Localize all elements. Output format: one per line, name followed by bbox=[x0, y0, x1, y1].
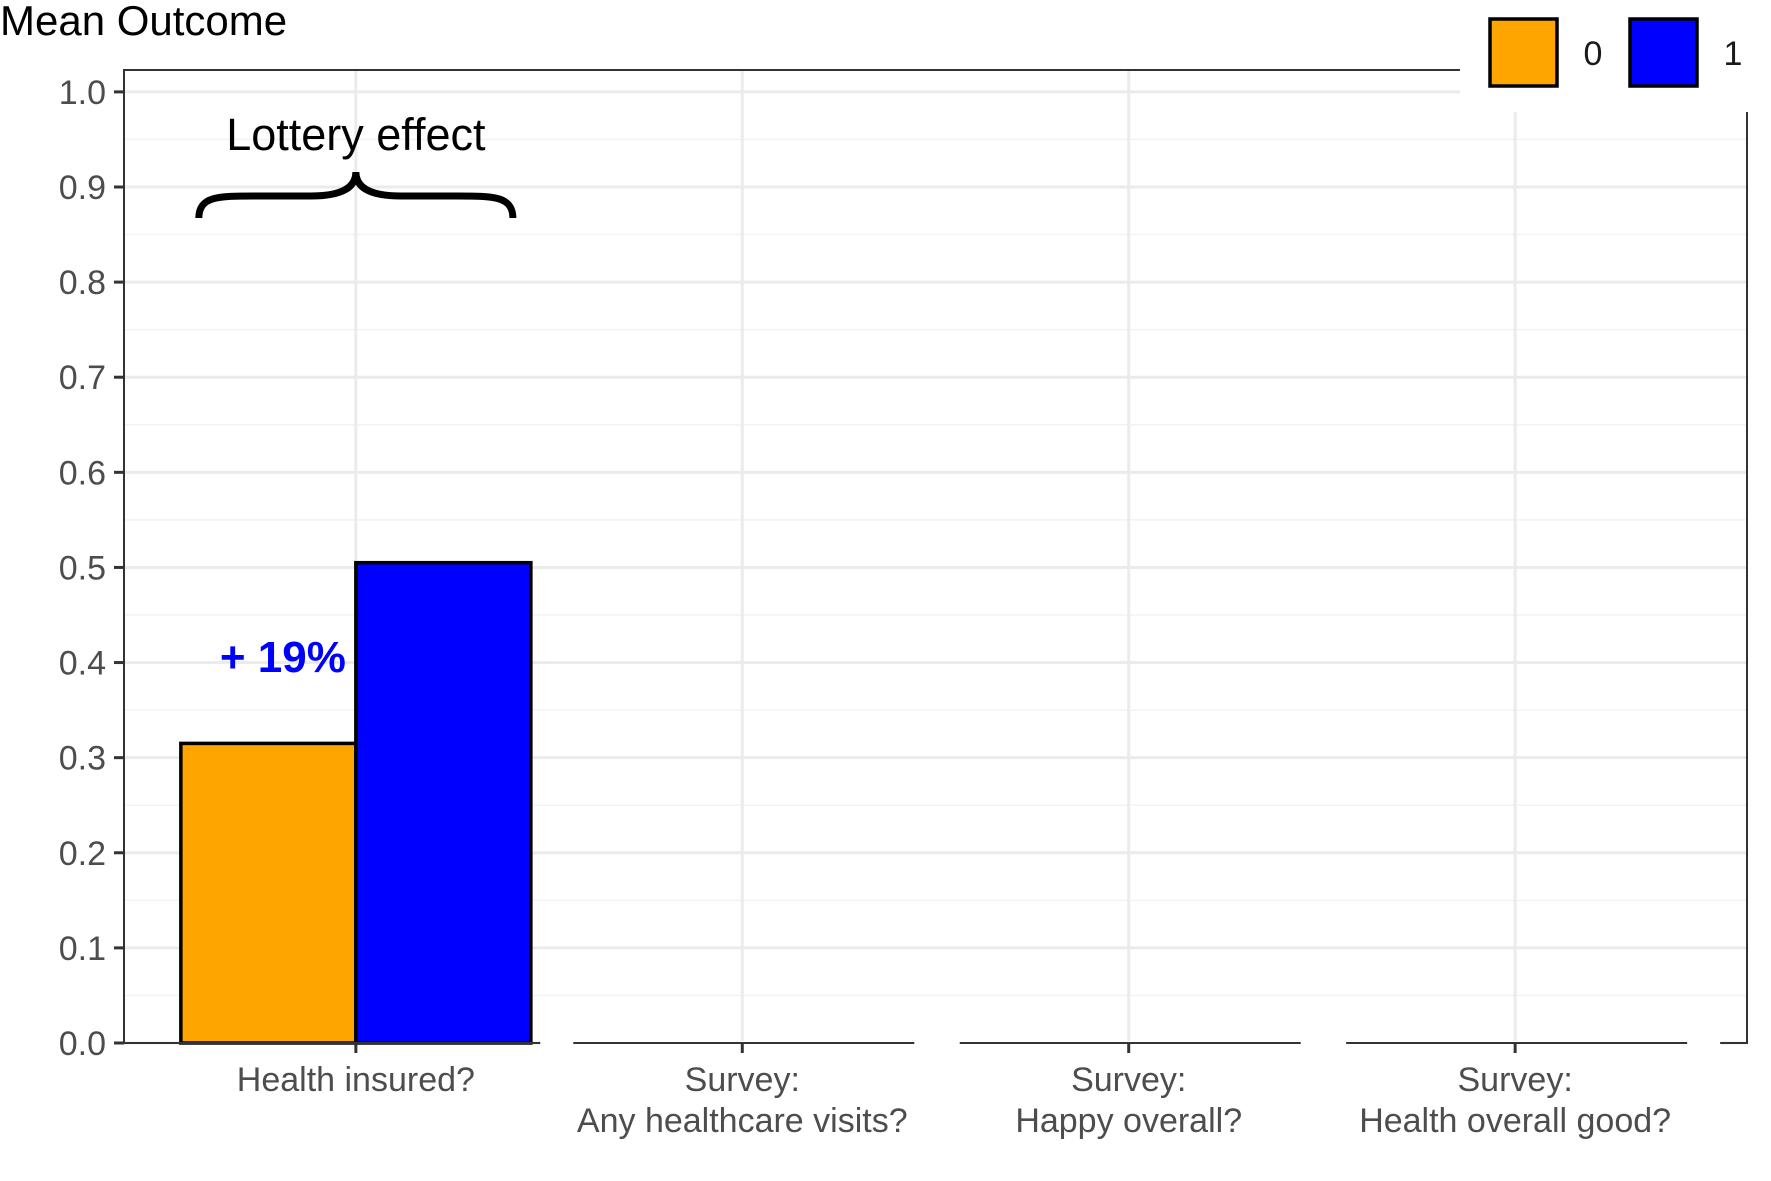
legend-label-1: 1 bbox=[1724, 35, 1743, 73]
y-tick-label: 0.7 bbox=[59, 359, 106, 397]
y-tick-label: 0.4 bbox=[59, 645, 106, 683]
y-tick-label: 1.0 bbox=[59, 74, 106, 112]
y-tick-label: 0.6 bbox=[59, 454, 106, 492]
legend-label-0: 0 bbox=[1584, 35, 1603, 73]
x-tick-label-line: Any healthcare visits? bbox=[577, 1102, 908, 1140]
difference-label: + 19% bbox=[220, 633, 346, 682]
y-tick-label: 0.9 bbox=[59, 169, 106, 207]
y-tick-label: 0.5 bbox=[59, 549, 106, 587]
bar-0-0 bbox=[179, 741, 358, 1045]
brace-shape bbox=[195, 171, 517, 219]
y-axis-label: Mean Outcome bbox=[0, 0, 287, 44]
x-tick-label-line: Survey: bbox=[1071, 1061, 1186, 1099]
legend-key-1 bbox=[1628, 17, 1699, 88]
x-tick-label: Survey: Happy overall? bbox=[1015, 1061, 1242, 1140]
axis-gap-left bbox=[1313, 1041, 1347, 1047]
legend-key-0 bbox=[1488, 17, 1559, 88]
y-tick-label: 0.0 bbox=[59, 1025, 106, 1063]
bars bbox=[179, 560, 533, 1045]
annotations: Lottery effect + 19% bbox=[195, 109, 517, 682]
x-axis: Health insured? Survey: Any healthcare vis… bbox=[237, 1043, 1671, 1140]
x-tick-label-line: Health insured? bbox=[237, 1061, 475, 1099]
axis-gap-right bbox=[1687, 1041, 1721, 1047]
bar-1-0 bbox=[354, 560, 533, 1045]
x-tick-label-line: Happy overall? bbox=[1015, 1102, 1242, 1140]
x-tick-label: Health insured? bbox=[237, 1061, 475, 1099]
y-axis: 0.0 0.1 0.2 0.3 0.4 0.5 0.6 0.7 0.8 0.9 1.0 bbox=[59, 74, 124, 1063]
y-tick-label: 0.8 bbox=[59, 264, 106, 302]
axis-gap-left bbox=[540, 1041, 574, 1047]
axis-gap-left bbox=[926, 1041, 960, 1047]
x-tick-label-line: Survey: bbox=[1458, 1061, 1573, 1099]
y-tick-label: 0.2 bbox=[59, 835, 106, 873]
x-tick-label: Survey: Health overall good? bbox=[1359, 1061, 1671, 1140]
brace-label: Lottery effect bbox=[226, 109, 486, 160]
x-tick-label-line: Health overall good? bbox=[1359, 1102, 1671, 1140]
y-tick-label: 0.3 bbox=[59, 740, 106, 778]
y-tick-label: 0.1 bbox=[59, 930, 106, 968]
x-tick-label-line: Survey: bbox=[685, 1061, 800, 1099]
x-tick-label: Survey: Any healthcare visits? bbox=[577, 1061, 908, 1140]
